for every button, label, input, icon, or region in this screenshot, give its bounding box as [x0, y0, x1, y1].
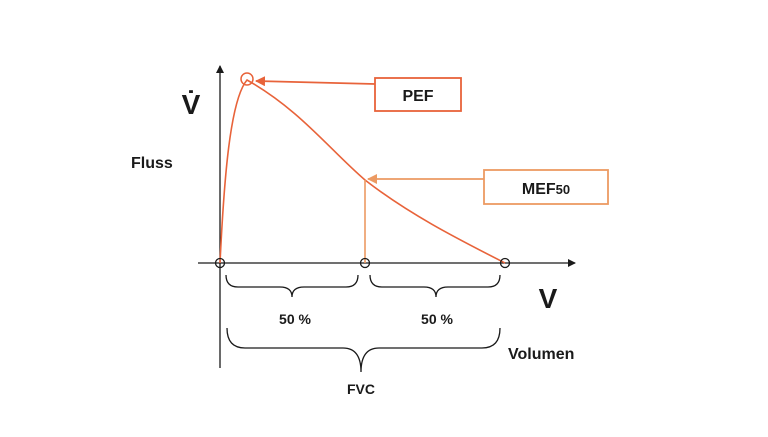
y-axis-label: Fluss [131, 155, 173, 172]
x-axis-symbol: V [539, 283, 558, 314]
pef-box [374, 77, 462, 112]
fvc-brace [226, 327, 501, 373]
origin-point [214, 257, 226, 269]
pef-marker [240, 72, 254, 86]
fvc-end-point [499, 257, 511, 269]
mef50-box [483, 169, 609, 205]
mef50-label: MEF50 [522, 181, 570, 198]
mef50-label-sub: 50 [556, 182, 570, 197]
mef50-label-main: MEF [522, 181, 556, 198]
pef-label: PEF [402, 88, 433, 105]
right-half-brace [369, 274, 501, 298]
left-half-brace [225, 274, 359, 298]
fvc-label: FVC [347, 381, 375, 397]
half-volume-point [359, 257, 371, 269]
pef-arrow [255, 76, 376, 87]
left-half-label: 50 % [279, 311, 311, 327]
right-half-label: 50 % [421, 311, 453, 327]
flow-volume-curve [219, 78, 506, 264]
x-axis-label: Volumen [508, 346, 574, 363]
y-axis-symbol: V̇ [182, 89, 201, 120]
